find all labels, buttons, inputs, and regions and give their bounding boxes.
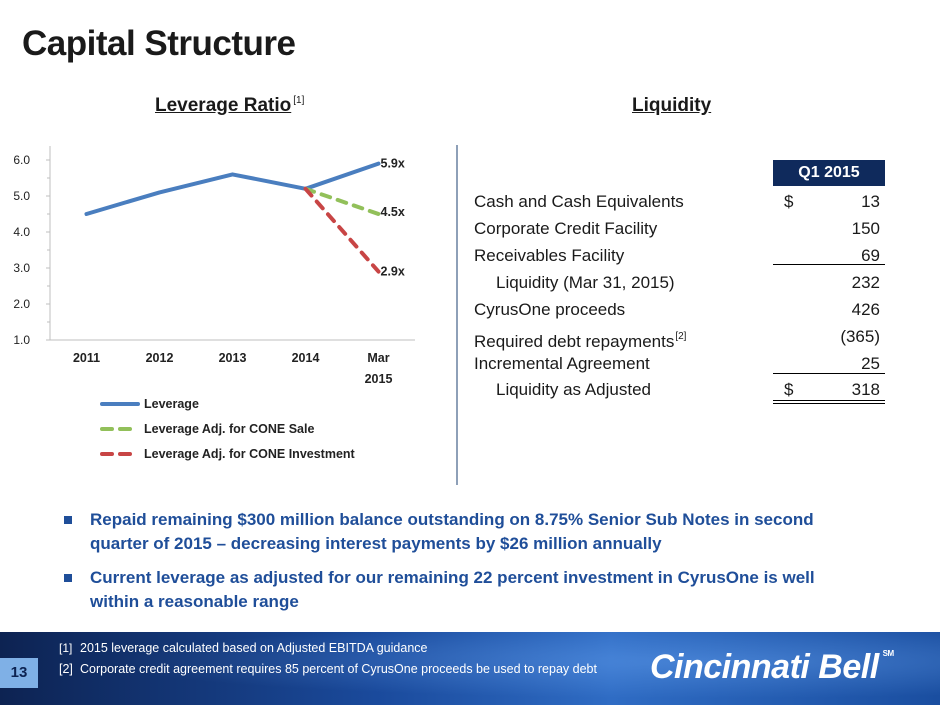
footnote-text: Corporate credit agreement requires 85 p… <box>80 662 597 676</box>
brand-logo: Cincinnati Bell SM <box>650 648 894 687</box>
bullet-square-icon <box>64 516 72 524</box>
footnote-ref: [2] <box>675 331 687 342</box>
row-label: CyrusOne proceeds <box>474 300 626 319</box>
row-label-text: Required debt repayments <box>474 332 675 351</box>
chart-heading-footnote-ref: [1] <box>293 95 305 106</box>
x-tick-label-line: 2015 <box>365 372 393 386</box>
x-tick-label: 2012 <box>146 351 174 365</box>
bullet-list: Repaid remaining $300 million balance ou… <box>62 508 842 624</box>
y-tick-label: 3.0 <box>13 261 30 275</box>
row-value: (365) <box>840 327 880 346</box>
brand-service-mark: SM <box>882 649 895 658</box>
x-tick-label: 2014 <box>292 351 320 365</box>
liquidity-row-credit-facility: Corporate Credit Facility 150 <box>468 215 888 242</box>
row-label: Incremental Agreement <box>474 354 650 373</box>
footer-bar <box>0 632 940 705</box>
row-label: Corporate Credit Facility <box>474 219 658 238</box>
y-tick-label: 6.0 <box>13 153 30 167</box>
legend-label: Leverage <box>144 397 199 411</box>
bullet-text: Current leverage as adjusted for our rem… <box>90 568 815 611</box>
row-label: Receivables Facility <box>474 246 625 265</box>
liquidity-row-total: Liquidity as Adjusted $ 318 <box>468 376 888 403</box>
chart-heading: Leverage Ratio [1] <box>155 95 304 117</box>
x-tick-label: Mar 2015 <box>365 351 393 386</box>
row-value: 69 <box>861 246 880 265</box>
legend-label: Leverage Adj. for CONE Sale <box>144 422 314 436</box>
legend-label: Leverage Adj. for CONE Investment <box>144 447 356 461</box>
chart-heading-text: Leverage Ratio <box>155 95 292 116</box>
page-title: Capital Structure <box>22 24 296 63</box>
page-number: 13 <box>0 658 38 688</box>
footer-glow <box>0 632 940 705</box>
data-label: 5.9x <box>381 157 405 171</box>
series-line-leverage-adj-for-cone-sale <box>303 186 381 216</box>
row-label: Required debt repayments[2] <box>474 323 686 355</box>
y-tick-label: 2.0 <box>13 297 30 311</box>
total-rule <box>773 373 885 374</box>
liquidity-row-cash: Cash and Cash Equivalents $ 13 <box>468 188 888 215</box>
bullet-square-icon <box>64 574 72 582</box>
liquidity-row-receivables: Receivables Facility 69 <box>468 242 888 269</box>
row-value: 426 <box>851 300 880 319</box>
bullet-item: Current leverage as adjusted for our rem… <box>62 566 842 614</box>
footnote: [1] 2015 leverage calculated based on Ad… <box>59 640 619 656</box>
series-line-leverage <box>84 161 381 216</box>
liquidity-row-debt-repayments: Required debt repayments[2] (365) <box>468 323 888 351</box>
y-tick-label: 4.0 <box>13 225 30 239</box>
row-value: 13 <box>861 192 880 211</box>
footnote-marker: [2] <box>59 662 73 676</box>
row-currency: $ <box>784 380 794 399</box>
x-tick-label-line: Mar <box>367 351 389 365</box>
liquidity-heading: Liquidity <box>632 95 712 116</box>
liquidity-row-subtotal: Liquidity (Mar 31, 2015) 232 <box>468 269 888 296</box>
liquidity-row-incremental: Incremental Agreement 25 <box>468 350 888 377</box>
y-tick-label: 5.0 <box>13 189 30 203</box>
series-line-leverage-adj-for-cone-investment <box>303 186 381 274</box>
footnote: [2] Corporate credit agreement requires … <box>59 661 619 677</box>
row-value: 25 <box>861 354 880 373</box>
vertical-divider <box>456 145 458 485</box>
footnote-marker: [1] <box>59 641 73 655</box>
bullet-text: Repaid remaining $300 million balance ou… <box>90 510 814 553</box>
leverage-ratio-chart: 1.0 2.0 3.0 4.0 5.0 6.0 2011 2012 2013 2014 Mar 201… <box>13 146 415 461</box>
brand-name: Cincinnati Bell <box>650 648 879 686</box>
data-label: 2.9x <box>381 265 405 279</box>
liquidity-row-cyrusone: CyrusOne proceeds 426 <box>468 296 888 323</box>
x-tick-label: 2011 <box>73 351 100 365</box>
row-currency: $ <box>784 192 794 211</box>
total-double-rule <box>773 400 885 404</box>
row-value: 318 <box>851 380 880 399</box>
x-tick-label: 2013 <box>219 351 247 365</box>
row-value: 232 <box>851 273 880 292</box>
bullet-item: Repaid remaining $300 million balance ou… <box>62 508 842 556</box>
data-label: 4.5x <box>381 205 405 219</box>
footnotes: [1] 2015 leverage calculated based on Ad… <box>59 640 619 682</box>
row-value: 150 <box>851 219 880 238</box>
row-label: Liquidity as Adjusted <box>496 380 651 399</box>
subtotal-rule <box>773 264 885 265</box>
y-tick-label: 1.0 <box>13 333 30 347</box>
row-label: Cash and Cash Equivalents <box>474 192 684 211</box>
footnote-text: 2015 leverage calculated based on Adjust… <box>80 641 428 655</box>
row-label: Liquidity (Mar 31, 2015) <box>496 273 675 292</box>
liquidity-column-header: Q1 2015 <box>773 160 885 186</box>
